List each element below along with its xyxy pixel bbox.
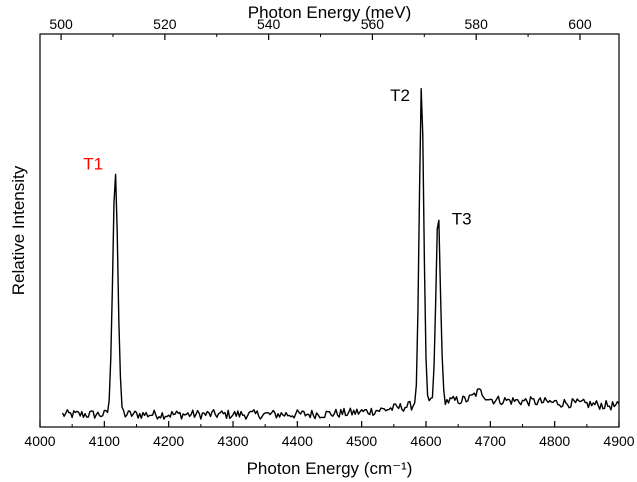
peak-label-t3: T3 — [452, 210, 472, 229]
peak-label-t1: T1 — [83, 155, 103, 174]
x-tick-label: 4600 — [410, 433, 441, 449]
peak-labels: T1 T2 T3 — [83, 86, 471, 229]
x2-tick-label: 500 — [49, 16, 73, 32]
x-tick-label: 4200 — [153, 433, 184, 449]
x-tick-label: 4500 — [346, 433, 377, 449]
x-tick-label: 4700 — [475, 433, 506, 449]
x2-axis-title: Photon Energy (meV) — [248, 3, 411, 22]
x2-tick-label: 600 — [568, 16, 592, 32]
x-axis-ticks: 4000 4100 4200 4300 4400 4500 4600 4700 4800 4900 — [24, 421, 634, 449]
x-tick-label: 4900 — [603, 433, 634, 449]
x-axis-title: Photon Energy (cm⁻¹) — [247, 459, 413, 478]
x2-tick-label: 580 — [465, 16, 489, 32]
y-axis-title: Relative Intensity — [9, 165, 28, 295]
peak-label-t2: T2 — [390, 86, 410, 105]
x-tick-label: 4400 — [282, 433, 313, 449]
x-tick-label: 4300 — [217, 433, 248, 449]
spectrum-line — [63, 89, 619, 419]
x2-tick-label: 520 — [153, 16, 177, 32]
x-tick-label: 4800 — [539, 433, 570, 449]
x-tick-label: 4100 — [89, 433, 120, 449]
plot-frame — [40, 34, 619, 427]
x-tick-label: 4000 — [24, 433, 55, 449]
